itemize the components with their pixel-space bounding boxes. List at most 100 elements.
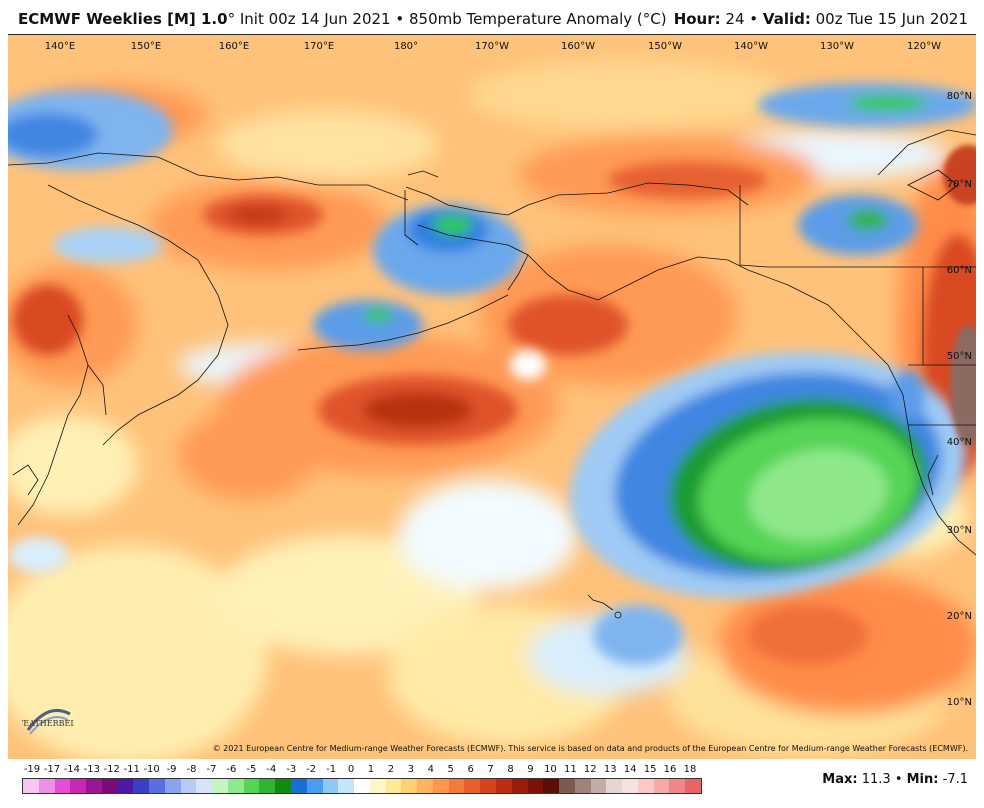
anomaly-cool-areas bbox=[8, 83, 976, 665]
max-value: 11.3 bbox=[861, 772, 891, 787]
colorbar-swatch bbox=[259, 779, 276, 793]
lon-label: 150°W bbox=[648, 41, 682, 52]
valid-value: 00z Tue 15 Jun 2021 bbox=[815, 10, 968, 28]
colorbar-tick-label: 16 bbox=[663, 764, 677, 775]
colorbar-swatch bbox=[212, 779, 228, 793]
lat-label: 40°N bbox=[947, 437, 972, 448]
colorbar-tick-label: 8 bbox=[507, 764, 514, 775]
colorbar-swatch bbox=[464, 779, 481, 793]
colorbar-swatch bbox=[164, 779, 181, 793]
colorbar-swatch bbox=[495, 779, 512, 793]
colorbar-tick-label: -1 bbox=[326, 764, 337, 775]
colorbar-tick-label: -17 bbox=[43, 764, 61, 775]
colorbar-tick-label: 6 bbox=[467, 764, 474, 775]
colorbar-tick-label: -14 bbox=[63, 764, 81, 775]
map-title: ECMWF Weeklies [M] 1.0° Init 00z 14 Jun … bbox=[18, 10, 667, 28]
lon-label: 150°E bbox=[131, 41, 161, 52]
colorbar-tick-label: 5 bbox=[447, 764, 454, 775]
colorbar-swatch bbox=[306, 779, 323, 793]
colorbar-tick-label: -10 bbox=[143, 764, 160, 775]
lat-label: 10°N bbox=[947, 697, 972, 708]
max-min-readout: Max: 11.3 • Min: -7.1 bbox=[822, 772, 968, 787]
init-time: Init 00z 14 Jun 2021 bbox=[239, 10, 391, 28]
colorbar-swatch bbox=[543, 779, 560, 793]
lat-label: 60°N bbox=[947, 265, 972, 276]
colorbar-labels: -19 -17 -14 -13 -12 -11 -10 -9 -8 -7 -6 -5 -4 -3 -2 -1 0… bbox=[22, 764, 702, 778]
colorbar-swatch bbox=[622, 779, 638, 793]
copyright-notice: © 2021 European Centre for Medium-range … bbox=[212, 744, 968, 753]
colorbar-tick-label: 11 bbox=[563, 764, 577, 775]
header: ECMWF Weeklies [M] 1.0° Init 00z 14 Jun … bbox=[0, 0, 984, 34]
colorbar-swatch bbox=[291, 779, 307, 793]
colorbar-swatch bbox=[669, 779, 686, 793]
colorbar-tick-label: 14 bbox=[623, 764, 637, 775]
min-value: -7.1 bbox=[942, 772, 968, 787]
colorbar-tick-label: 12 bbox=[583, 764, 597, 775]
colorbar-swatch bbox=[38, 779, 55, 793]
degree-symbol: ° bbox=[227, 10, 236, 28]
hour-value: 24 bbox=[725, 10, 745, 28]
colorbar-swatch bbox=[354, 779, 370, 793]
field-name: 850mb Temperature Anomaly (°C) bbox=[409, 10, 667, 28]
lat-label: 20°N bbox=[947, 611, 972, 622]
colorbar-swatch bbox=[243, 779, 260, 793]
colorbar-swatch bbox=[133, 779, 150, 793]
colorbar-swatch bbox=[196, 779, 213, 793]
colorbar-swatch bbox=[86, 779, 102, 793]
colorbar-swatch bbox=[101, 779, 118, 793]
colorbar-tick-label: -13 bbox=[83, 764, 100, 775]
colorbar-swatch bbox=[70, 779, 87, 793]
max-label: Max: bbox=[822, 772, 858, 787]
colorbar-tick-label: -12 bbox=[103, 764, 120, 775]
colorbar-tick-label: 4 bbox=[427, 764, 434, 775]
bullet: • bbox=[894, 772, 903, 787]
colorbar-tick-label: -4 bbox=[266, 764, 277, 775]
colorbar-swatch bbox=[527, 779, 544, 793]
colorbar-swatch bbox=[480, 779, 496, 793]
bullet: • bbox=[395, 10, 405, 28]
colorbar-swatch bbox=[653, 779, 670, 793]
lon-label: 140°W bbox=[734, 41, 768, 52]
valid-info: Hour: 24 • Valid: 00z Tue 15 Jun 2021 bbox=[674, 10, 968, 28]
colorbar-tick-label: -5 bbox=[246, 764, 257, 775]
colorbar-tick-label: -8 bbox=[186, 764, 197, 775]
latitude-labels: 80°N 70°N 60°N 50°N 40°N 30°N 20°N 10°N bbox=[947, 91, 972, 708]
anomaly-map[interactable]: 140°E 150°E 160°E 170°E 180° 170°W 160°W… bbox=[8, 35, 976, 759]
colorbar-swatch bbox=[117, 779, 134, 793]
colorbar-tick-label: 18 bbox=[683, 764, 697, 775]
lon-label: 160°W bbox=[561, 41, 595, 52]
colorbar-swatch bbox=[275, 779, 292, 793]
map-panel[interactable]: 140°E 150°E 160°E 170°E 180° 170°W 160°W… bbox=[8, 34, 976, 759]
colorbar-tick-label: 3 bbox=[407, 764, 415, 775]
colorbar-tick-label: -6 bbox=[226, 764, 237, 775]
colorbar-swatch bbox=[432, 779, 449, 793]
coastlines bbox=[8, 129, 976, 619]
colorbar-tick-label: -19 bbox=[23, 764, 41, 775]
bullet: • bbox=[749, 10, 759, 28]
weatherbell-logo: WEATHERBELL bbox=[22, 709, 74, 735]
lat-label: 80°N bbox=[947, 91, 972, 102]
colorbar-tick-label: 7 bbox=[487, 764, 494, 775]
colorbar-tick-label: 9 bbox=[527, 764, 534, 775]
colorbar-tick-label: -9 bbox=[166, 764, 177, 775]
colorbar-tick-label: -3 bbox=[286, 764, 297, 775]
hour-label: Hour: bbox=[673, 10, 721, 28]
colorbar-swatch bbox=[574, 779, 591, 793]
logo-text: WEATHERBELL bbox=[22, 719, 74, 728]
longitude-labels: 140°E 150°E 160°E 170°E 180° 170°W 160°W… bbox=[45, 41, 941, 52]
colorbar-swatch bbox=[448, 779, 465, 793]
colorbar-tick-label: -11 bbox=[123, 764, 140, 775]
lon-label: 140°E bbox=[45, 41, 75, 52]
colorbar-swatch bbox=[149, 779, 165, 793]
colorbar-swatch bbox=[401, 779, 418, 793]
colorbar-swatch bbox=[338, 779, 355, 793]
colorbar-swatch bbox=[322, 779, 339, 793]
lat-label: 70°N bbox=[947, 179, 972, 190]
colorbar-tick-label: -2 bbox=[306, 764, 317, 775]
colorbar-tick-label: 13 bbox=[603, 764, 617, 775]
min-label: Min: bbox=[906, 772, 939, 787]
colorbar-tick-label: 15 bbox=[643, 764, 657, 775]
colorbar-swatch bbox=[385, 779, 402, 793]
colorbar-swatch bbox=[369, 779, 386, 793]
colorbar-swatch bbox=[180, 779, 197, 793]
